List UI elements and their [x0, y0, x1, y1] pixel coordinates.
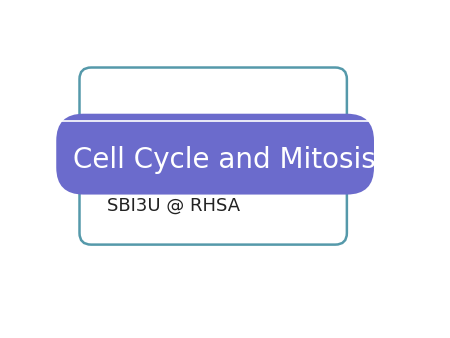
FancyBboxPatch shape [56, 114, 374, 195]
Text: SBI3U @ RHSA: SBI3U @ RHSA [107, 197, 240, 215]
FancyBboxPatch shape [80, 68, 347, 245]
Text: Cell Cycle and Mitosis: Cell Cycle and Mitosis [73, 146, 376, 174]
